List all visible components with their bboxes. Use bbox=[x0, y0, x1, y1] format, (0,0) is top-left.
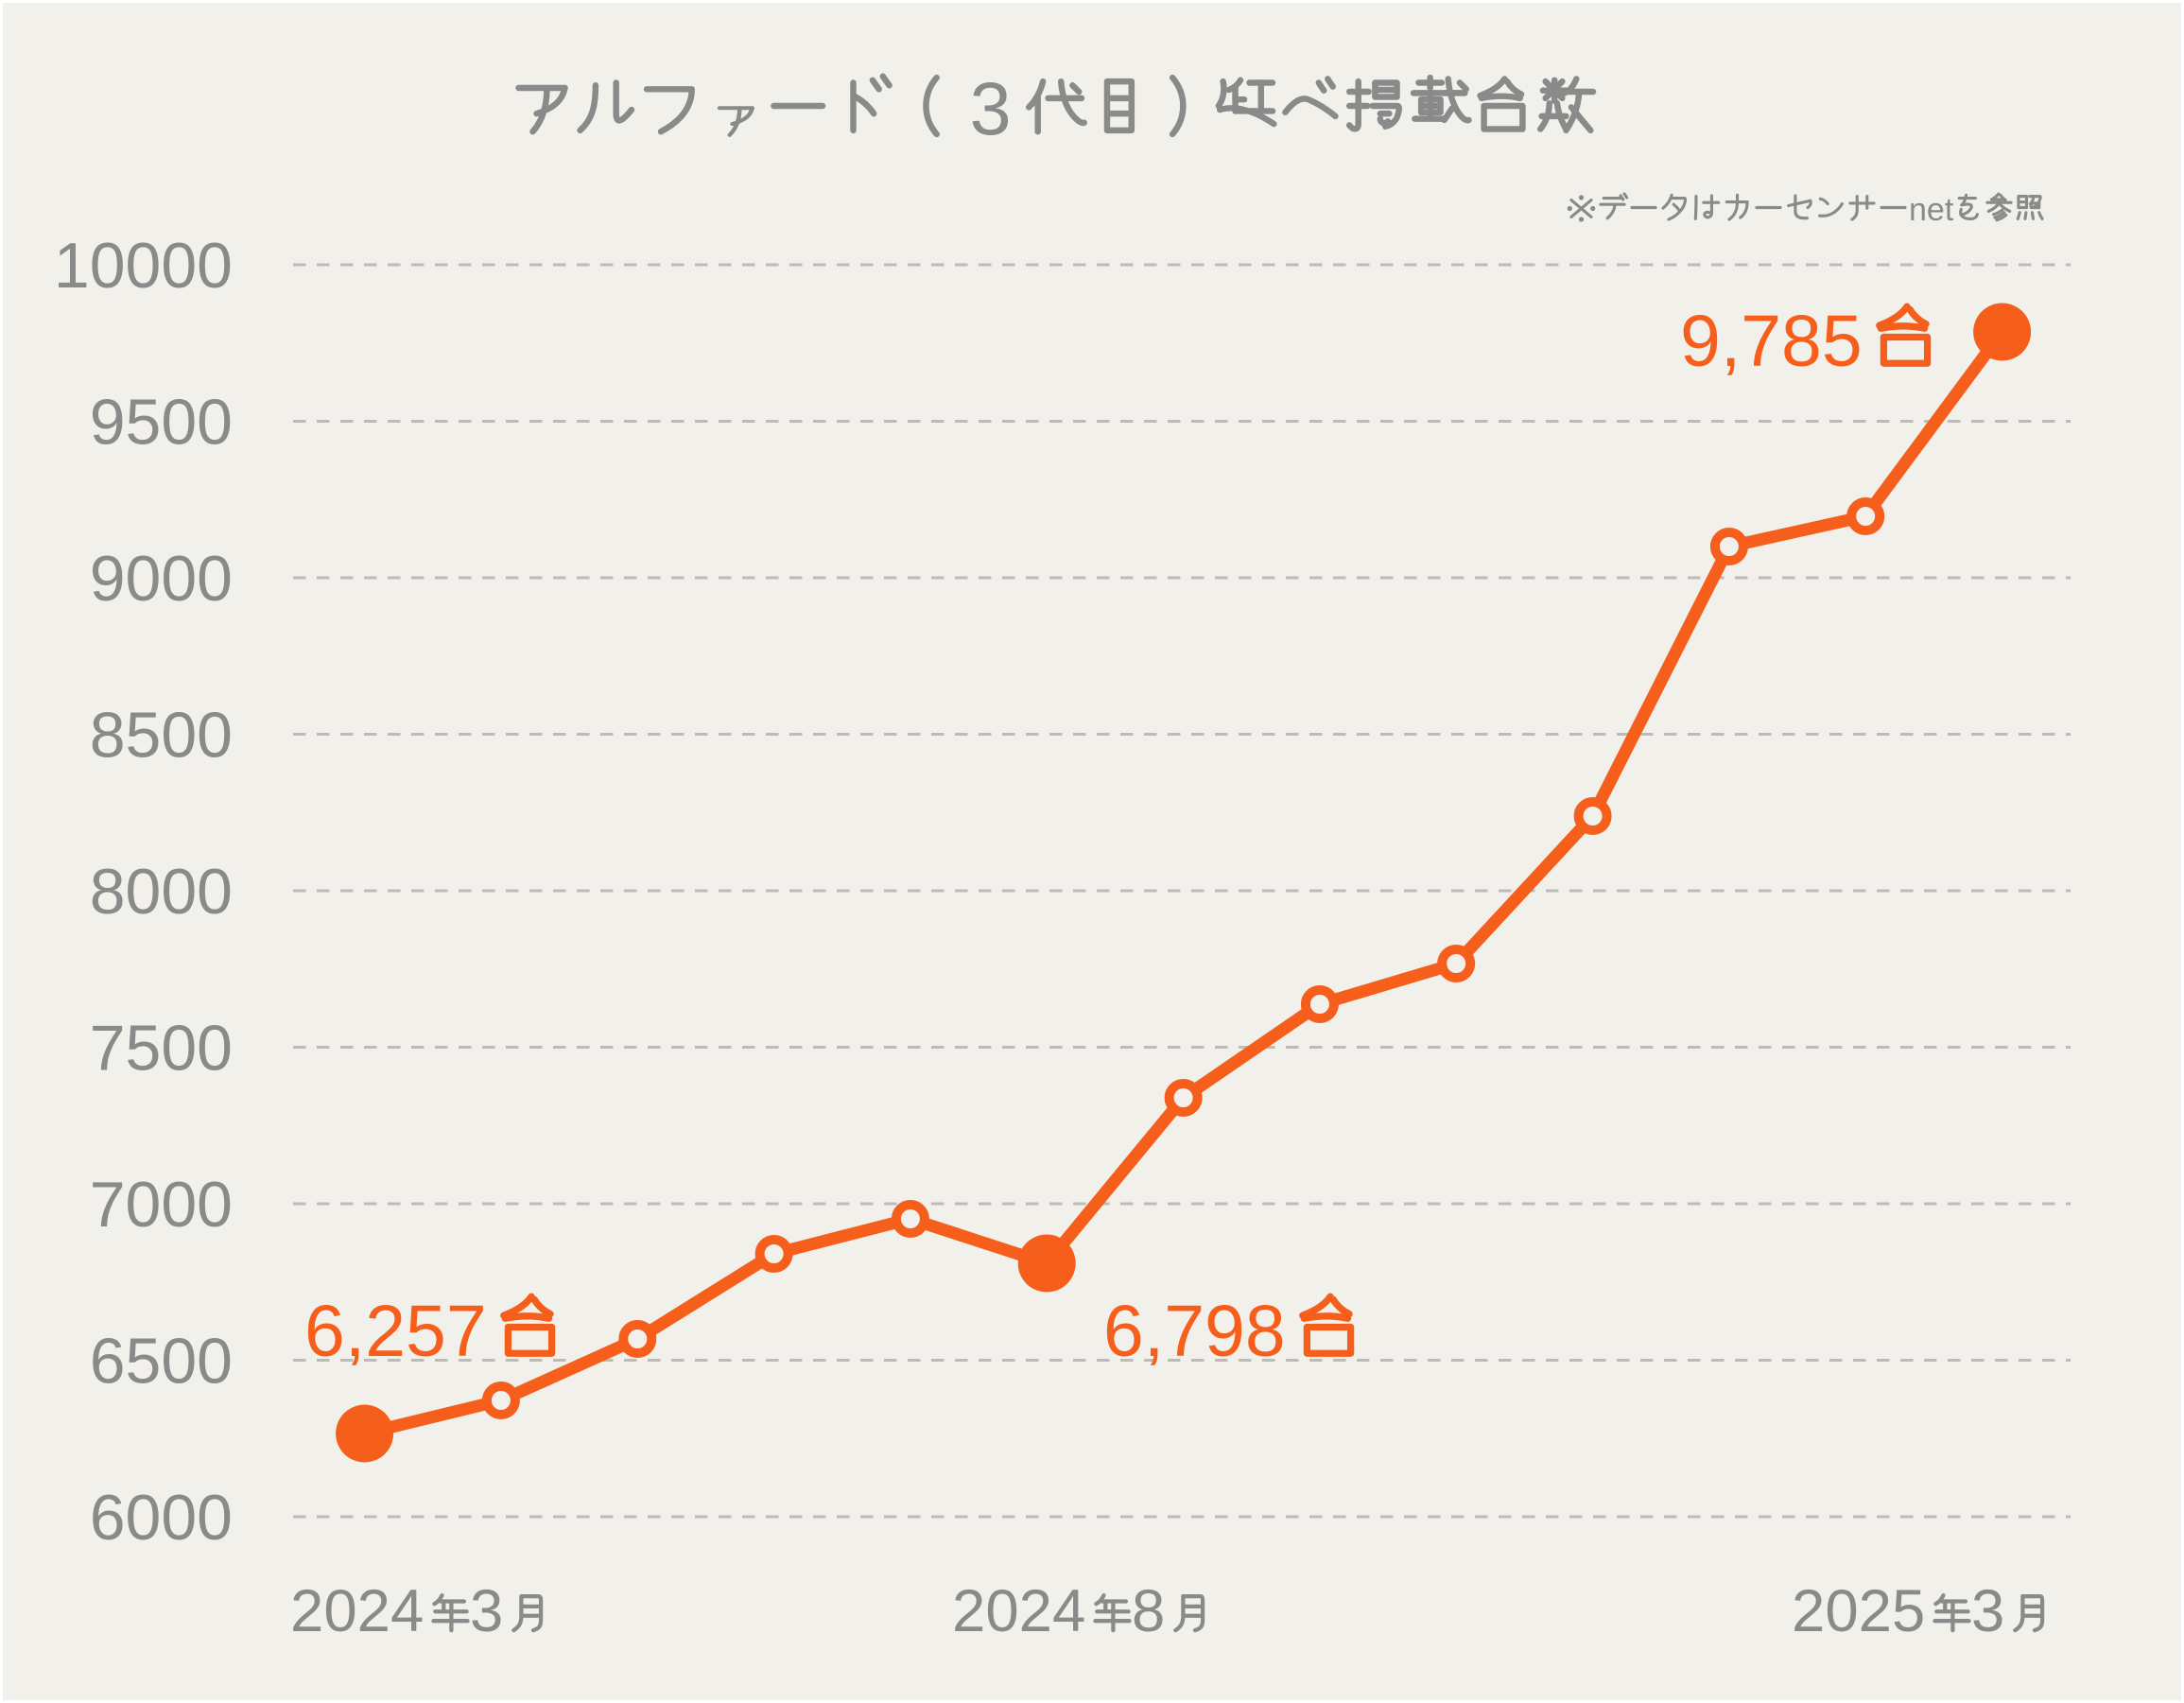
svg-text:9,785: 9,785 bbox=[1680, 301, 1863, 382]
svg-text:6,798: 6,798 bbox=[1103, 1291, 1286, 1372]
svg-text:8500: 8500 bbox=[90, 700, 233, 772]
svg-text:9500: 9500 bbox=[90, 387, 233, 459]
svg-text:net: net bbox=[1909, 192, 1954, 228]
svg-text:8000: 8000 bbox=[90, 856, 233, 928]
svg-text:9000: 9000 bbox=[90, 543, 233, 615]
svg-text:2024: 2024 bbox=[952, 1578, 1085, 1644]
svg-text:3: 3 bbox=[970, 66, 1012, 150]
svg-text:10000: 10000 bbox=[54, 230, 233, 302]
svg-text:2025: 2025 bbox=[1792, 1578, 1925, 1644]
svg-text:6000: 6000 bbox=[90, 1482, 233, 1554]
svg-text:6,257: 6,257 bbox=[304, 1291, 487, 1372]
svg-text:2024: 2024 bbox=[290, 1578, 424, 1644]
svg-text:3: 3 bbox=[470, 1578, 503, 1644]
svg-text:8: 8 bbox=[1132, 1578, 1165, 1644]
svg-text:7000: 7000 bbox=[90, 1169, 233, 1241]
svg-text:3: 3 bbox=[1971, 1578, 2004, 1644]
svg-text:7500: 7500 bbox=[90, 1013, 233, 1085]
svg-text:6500: 6500 bbox=[90, 1326, 233, 1398]
